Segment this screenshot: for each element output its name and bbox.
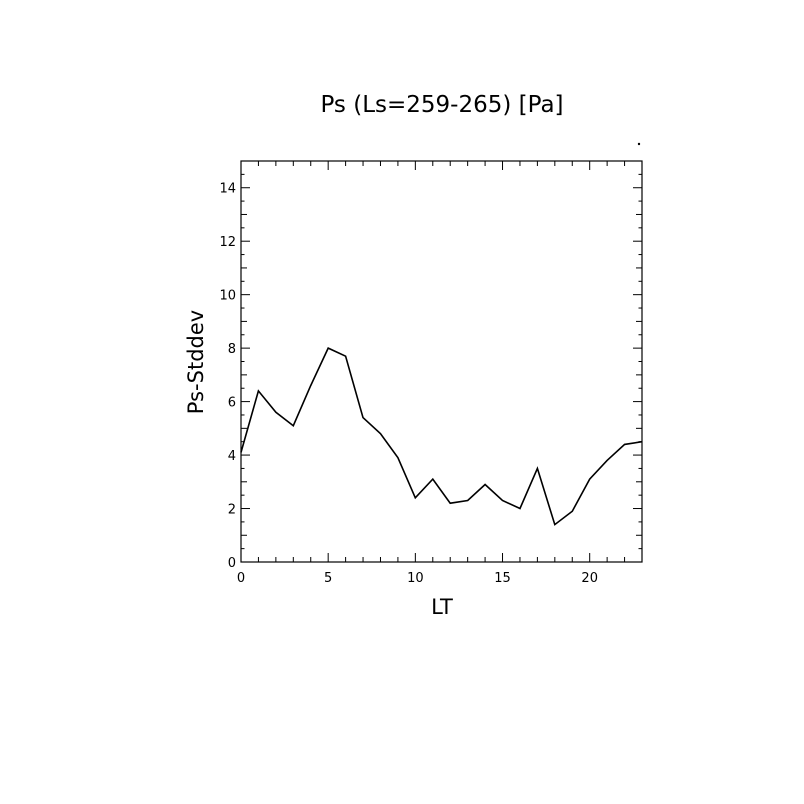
x-tick-label: 5 — [324, 571, 332, 586]
y-tick-label: 12 — [219, 235, 236, 250]
y-axis-title: Ps-Stddev — [184, 310, 208, 414]
y-tick-label: 10 — [219, 289, 236, 304]
x-tick-label: 10 — [407, 571, 424, 586]
x-tick-label: 20 — [581, 571, 598, 586]
x-tick-label: 0 — [237, 571, 245, 586]
series-line — [240, 347, 643, 526]
y-tick-label: 4 — [228, 449, 236, 464]
series-layer — [240, 347, 643, 526]
y-tick-label: 14 — [219, 182, 236, 197]
y-axis-ticks: 0 2 4 6 8 10 12 14 — [219, 160, 642, 571]
y-tick-label: 2 — [228, 503, 236, 518]
y-tick-label: 6 — [228, 396, 236, 411]
x-axis-ticks: 0 5 10 15 20 — [237, 161, 643, 586]
y-tick-label: 0 — [228, 556, 236, 571]
corner-dot-mark — [637, 142, 641, 146]
chart-title: Ps (Ls=259-265) [Pa] — [320, 92, 563, 118]
y-tick-label: 8 — [228, 342, 236, 357]
plot-frame — [240, 160, 643, 563]
x-tick-label: 15 — [494, 571, 511, 586]
x-axis-title: LT — [431, 595, 453, 619]
